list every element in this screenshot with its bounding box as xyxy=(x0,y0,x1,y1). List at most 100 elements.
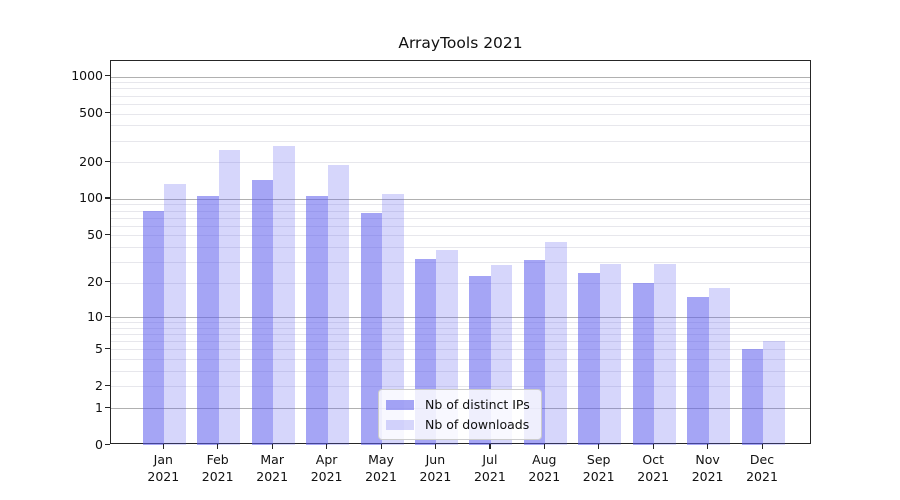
x-tick-label: Aug 2021 xyxy=(528,452,561,484)
x-tick-label: Jun 2021 xyxy=(419,452,452,484)
y-tick-mark xyxy=(105,197,110,199)
bar-distinct-ips-12 xyxy=(741,349,763,445)
bar-distinct-ips-1 xyxy=(142,211,165,445)
x-tick-mark xyxy=(598,444,600,449)
gridline-major xyxy=(111,198,810,200)
x-tick-mark xyxy=(162,444,164,449)
gridline-minor xyxy=(111,204,810,206)
gridline-minor xyxy=(111,349,810,351)
y-tick-mark xyxy=(105,315,110,317)
gridline-minor xyxy=(111,210,810,212)
y-tick-label: 0 xyxy=(95,436,103,452)
x-tick-label: Apr 2021 xyxy=(310,452,343,484)
y-tick-label: 500 xyxy=(79,105,103,120)
gridline-minor xyxy=(111,386,810,388)
y-tick-label: 20 xyxy=(87,274,103,290)
y-tick-mark xyxy=(105,160,110,162)
gridline-minor xyxy=(111,282,810,284)
y-tick-label: 10 xyxy=(87,308,103,324)
y-tick-label: 1 xyxy=(95,399,103,415)
bar-downloads-9 xyxy=(599,263,622,445)
gridline-minor xyxy=(111,217,810,219)
gridline-major xyxy=(111,76,810,78)
x-tick-mark xyxy=(434,444,437,449)
bar-downloads-1 xyxy=(164,183,186,445)
y-tick-label: 5 xyxy=(95,340,103,356)
gridline-minor xyxy=(111,88,810,90)
y-tick-mark xyxy=(105,112,110,114)
x-tick-label: Oct 2021 xyxy=(637,452,670,484)
x-tick-mark xyxy=(217,444,219,449)
gridline-minor xyxy=(111,103,810,105)
bar-distinct-ips-11 xyxy=(687,297,709,445)
x-tick-label: Jul 2021 xyxy=(473,452,506,484)
x-tick-mark xyxy=(543,444,545,449)
bar-downloads-4 xyxy=(327,164,350,445)
bar-downloads-2 xyxy=(218,150,241,445)
legend-swatch-distinct-ips xyxy=(386,399,414,410)
bar-distinct-ips-5 xyxy=(360,213,382,445)
gridline-minor xyxy=(111,341,810,343)
bar-downloads-12 xyxy=(763,341,785,445)
legend-label-downloads: Nb of downloads xyxy=(425,417,530,432)
gridline-minor xyxy=(111,371,810,373)
x-tick-mark xyxy=(707,444,709,449)
gridline-minor xyxy=(111,225,810,227)
x-tick-mark xyxy=(271,444,273,449)
gridline-minor xyxy=(111,95,810,97)
y-tick-label: 50 xyxy=(87,226,103,242)
x-tick-mark xyxy=(489,444,491,449)
gridline-minor xyxy=(111,261,810,263)
y-tick-mark xyxy=(105,443,110,445)
bar-downloads-11 xyxy=(708,288,731,445)
gridline-minor xyxy=(111,359,810,361)
x-tick-mark xyxy=(652,444,654,449)
legend-label-distinct-ips: Nb of distinct IPs xyxy=(425,397,530,412)
gridline-major xyxy=(111,317,810,319)
gridline-minor xyxy=(111,334,810,336)
bar-distinct-ips-4 xyxy=(306,195,328,445)
plot-area xyxy=(110,60,811,445)
y-tick-mark xyxy=(105,347,110,350)
x-tick-label: Sep 2021 xyxy=(582,452,615,484)
bar-distinct-ips-2 xyxy=(197,196,219,445)
legend-swatch-downloads xyxy=(386,419,414,430)
bar-downloads-10 xyxy=(654,263,676,445)
bar-distinct-ips-9 xyxy=(578,273,600,445)
gridline-minor xyxy=(111,125,810,127)
gridline-minor xyxy=(111,235,810,237)
chart-title: ArrayTools 2021 xyxy=(398,34,523,52)
x-tick-mark xyxy=(380,444,382,449)
gridline-minor xyxy=(111,247,810,248)
legend-item-downloads: Nb of downloads xyxy=(386,417,530,432)
x-tick-label: Jan 2021 xyxy=(147,452,180,484)
bar-downloads-5 xyxy=(382,193,404,445)
gridline-minor xyxy=(111,322,810,324)
x-tick-label: Nov 2021 xyxy=(691,452,724,484)
legend: Nb of distinct IPs Nb of downloads xyxy=(378,389,542,440)
gridline-minor xyxy=(111,140,810,142)
bar-downloads-8 xyxy=(545,242,567,445)
gridline-minor xyxy=(111,82,810,84)
x-tick-label: May 2021 xyxy=(365,452,397,484)
gridline-minor xyxy=(111,327,810,329)
x-tick-mark xyxy=(326,444,328,449)
y-tick-mark xyxy=(105,233,110,235)
y-tick-label: 2 xyxy=(95,377,103,393)
gridline-minor xyxy=(111,162,810,164)
bar-downloads-3 xyxy=(273,145,295,445)
y-tick-label: 100 xyxy=(79,190,103,206)
y-tick-label: 200 xyxy=(79,153,103,169)
y-tick-label: 1000 xyxy=(71,68,103,83)
x-tick-label: Feb 2021 xyxy=(201,452,234,484)
bar-distinct-ips-3 xyxy=(251,179,274,445)
x-tick-label: Dec 2021 xyxy=(746,452,778,484)
y-tick-mark xyxy=(105,384,110,387)
bar-distinct-ips-10 xyxy=(632,282,655,445)
x-tick-label: Mar 2021 xyxy=(256,452,289,484)
y-tick-mark xyxy=(105,281,110,283)
y-tick-mark xyxy=(105,75,110,77)
x-tick-mark xyxy=(761,444,763,449)
legend-item-distinct-ips: Nb of distinct IPs xyxy=(386,397,530,412)
